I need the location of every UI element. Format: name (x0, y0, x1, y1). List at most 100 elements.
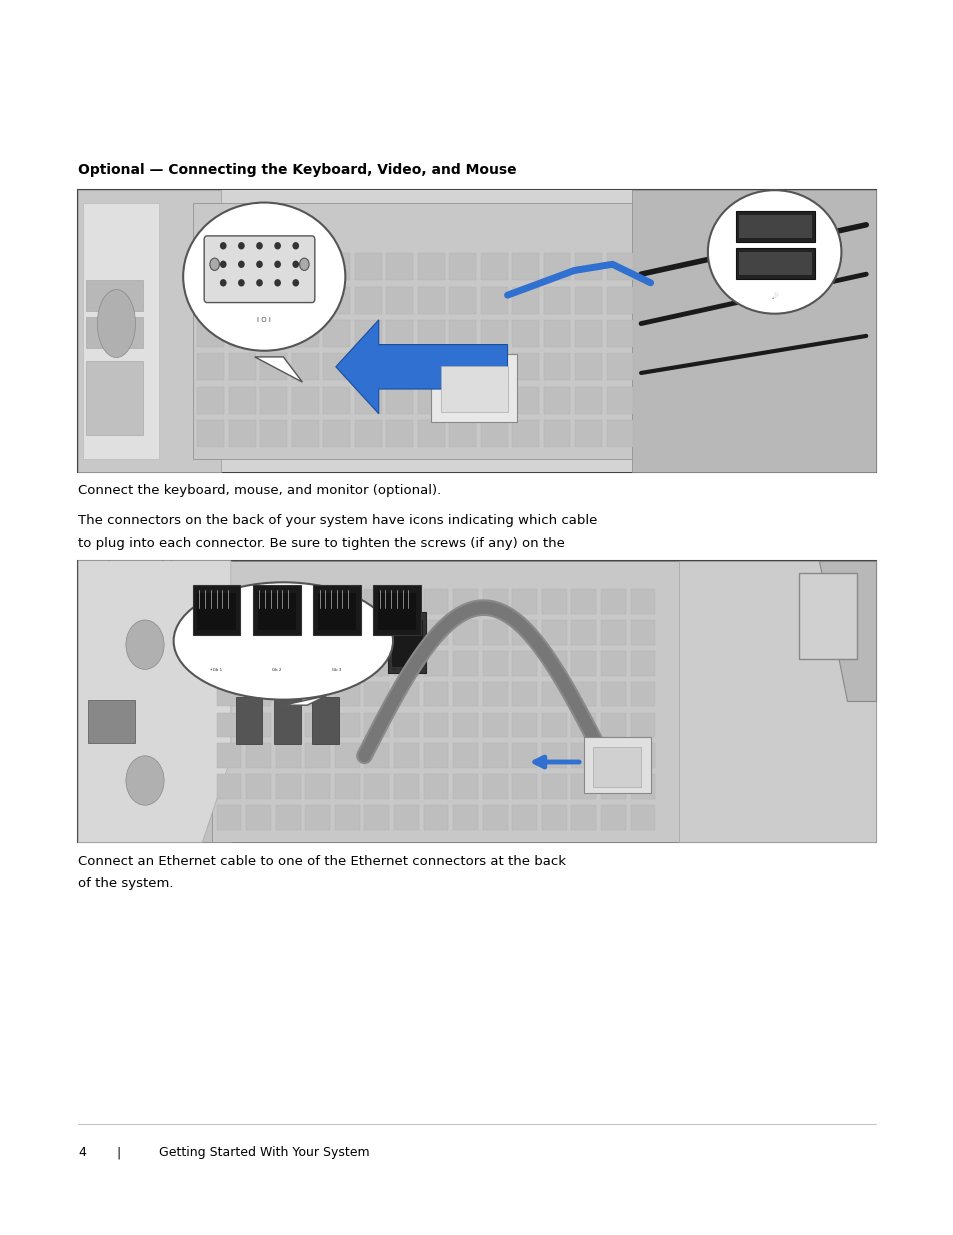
FancyBboxPatch shape (571, 620, 596, 645)
FancyBboxPatch shape (86, 317, 143, 348)
Ellipse shape (210, 258, 219, 270)
FancyBboxPatch shape (449, 420, 476, 447)
FancyBboxPatch shape (512, 353, 538, 380)
FancyBboxPatch shape (229, 320, 255, 347)
Text: of the system.: of the system. (78, 877, 173, 890)
FancyBboxPatch shape (453, 651, 477, 676)
Ellipse shape (237, 242, 244, 249)
FancyBboxPatch shape (78, 190, 221, 472)
FancyBboxPatch shape (197, 593, 235, 630)
FancyBboxPatch shape (275, 589, 300, 614)
Ellipse shape (292, 261, 298, 268)
FancyBboxPatch shape (630, 589, 655, 614)
FancyBboxPatch shape (417, 320, 444, 347)
FancyBboxPatch shape (364, 743, 389, 768)
FancyBboxPatch shape (630, 651, 655, 676)
FancyBboxPatch shape (292, 353, 318, 380)
Ellipse shape (183, 203, 345, 351)
FancyBboxPatch shape (606, 420, 633, 447)
FancyBboxPatch shape (423, 682, 448, 706)
FancyBboxPatch shape (449, 353, 476, 380)
FancyBboxPatch shape (417, 387, 444, 414)
FancyBboxPatch shape (229, 387, 255, 414)
FancyBboxPatch shape (305, 620, 330, 645)
FancyBboxPatch shape (453, 682, 477, 706)
FancyBboxPatch shape (600, 682, 625, 706)
FancyBboxPatch shape (543, 320, 570, 347)
FancyBboxPatch shape (512, 589, 537, 614)
FancyBboxPatch shape (679, 561, 875, 842)
FancyBboxPatch shape (417, 420, 444, 447)
FancyBboxPatch shape (388, 611, 426, 673)
FancyBboxPatch shape (78, 561, 231, 842)
FancyBboxPatch shape (216, 743, 241, 768)
Ellipse shape (255, 242, 263, 249)
FancyBboxPatch shape (449, 320, 476, 347)
FancyBboxPatch shape (394, 713, 418, 737)
FancyBboxPatch shape (630, 774, 655, 799)
FancyBboxPatch shape (364, 774, 389, 799)
FancyBboxPatch shape (355, 253, 381, 280)
FancyBboxPatch shape (541, 589, 566, 614)
FancyBboxPatch shape (355, 420, 381, 447)
FancyBboxPatch shape (575, 320, 601, 347)
FancyBboxPatch shape (417, 353, 444, 380)
Text: I O I: I O I (257, 317, 271, 322)
FancyBboxPatch shape (364, 713, 389, 737)
Text: ⚡Gb 1: ⚡Gb 1 (211, 668, 222, 672)
FancyBboxPatch shape (423, 743, 448, 768)
FancyBboxPatch shape (480, 353, 507, 380)
FancyBboxPatch shape (386, 320, 413, 347)
FancyBboxPatch shape (260, 420, 287, 447)
FancyBboxPatch shape (512, 420, 538, 447)
FancyBboxPatch shape (631, 190, 875, 472)
FancyBboxPatch shape (600, 651, 625, 676)
Text: Getting Started With Your System: Getting Started With Your System (159, 1146, 370, 1160)
Ellipse shape (97, 290, 135, 358)
FancyBboxPatch shape (394, 774, 418, 799)
FancyBboxPatch shape (275, 620, 300, 645)
FancyBboxPatch shape (482, 651, 507, 676)
FancyBboxPatch shape (571, 713, 596, 737)
FancyBboxPatch shape (630, 682, 655, 706)
FancyBboxPatch shape (541, 774, 566, 799)
FancyBboxPatch shape (246, 805, 271, 830)
Ellipse shape (237, 279, 244, 287)
FancyBboxPatch shape (204, 236, 314, 303)
FancyBboxPatch shape (355, 320, 381, 347)
FancyBboxPatch shape (480, 420, 507, 447)
FancyBboxPatch shape (575, 387, 601, 414)
FancyBboxPatch shape (512, 805, 537, 830)
FancyBboxPatch shape (512, 320, 538, 347)
FancyBboxPatch shape (275, 743, 300, 768)
FancyBboxPatch shape (275, 713, 300, 737)
FancyBboxPatch shape (216, 589, 241, 614)
FancyBboxPatch shape (453, 805, 477, 830)
FancyBboxPatch shape (386, 420, 413, 447)
FancyBboxPatch shape (260, 287, 287, 314)
FancyBboxPatch shape (453, 743, 477, 768)
FancyBboxPatch shape (571, 805, 596, 830)
FancyBboxPatch shape (246, 589, 271, 614)
FancyBboxPatch shape (541, 713, 566, 737)
FancyBboxPatch shape (453, 713, 477, 737)
FancyBboxPatch shape (431, 354, 517, 422)
FancyBboxPatch shape (543, 420, 570, 447)
FancyBboxPatch shape (480, 287, 507, 314)
Text: Optional — Connecting the Keyboard, Video, and Mouse: Optional — Connecting the Keyboard, Vide… (78, 163, 517, 177)
FancyBboxPatch shape (260, 253, 287, 280)
FancyBboxPatch shape (78, 190, 875, 472)
FancyBboxPatch shape (229, 287, 255, 314)
Ellipse shape (299, 258, 309, 270)
FancyBboxPatch shape (386, 287, 413, 314)
Text: Connect an Ethernet cable to one of the Ethernet connectors at the back: Connect an Ethernet cable to one of the … (78, 855, 566, 868)
Text: to plug into each connector. Be sure to tighten the screws (if any) on the: to plug into each connector. Be sure to … (78, 537, 564, 550)
FancyBboxPatch shape (417, 253, 444, 280)
FancyBboxPatch shape (512, 253, 538, 280)
FancyBboxPatch shape (216, 774, 241, 799)
FancyBboxPatch shape (593, 747, 640, 787)
FancyBboxPatch shape (246, 620, 271, 645)
FancyBboxPatch shape (600, 743, 625, 768)
FancyBboxPatch shape (394, 589, 418, 614)
FancyBboxPatch shape (335, 589, 359, 614)
